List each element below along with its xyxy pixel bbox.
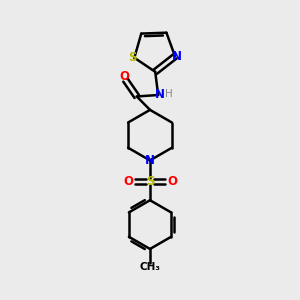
Text: N: N [145, 154, 155, 167]
Text: S: S [146, 175, 154, 188]
Text: N: N [155, 88, 165, 100]
Text: O: O [123, 175, 133, 188]
Text: H: H [165, 89, 172, 99]
Text: N: N [172, 50, 182, 63]
Text: CH₃: CH₃ [140, 262, 160, 272]
Text: O: O [167, 175, 177, 188]
Text: O: O [120, 70, 130, 83]
Text: S: S [128, 51, 136, 64]
